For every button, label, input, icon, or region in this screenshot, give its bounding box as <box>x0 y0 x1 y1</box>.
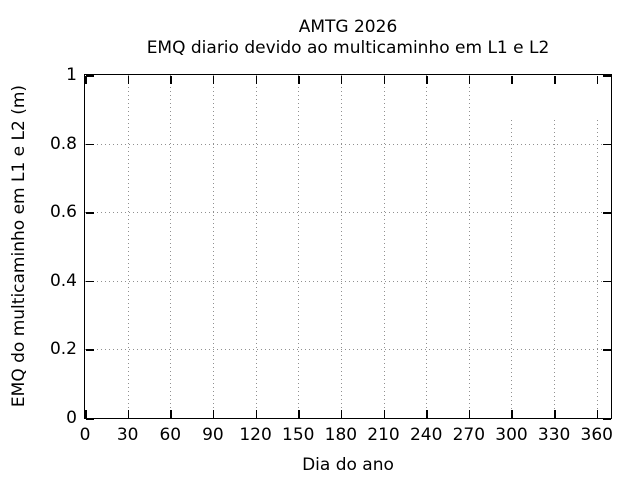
x-tick-mark-bottom <box>212 410 215 418</box>
x-tick-mark-bottom <box>426 410 428 418</box>
x-tick-mark-top <box>554 76 556 84</box>
y-tick-mark-right <box>603 418 611 420</box>
x-tick-mark-bottom <box>340 410 343 418</box>
x-tick-mark-bottom <box>596 410 599 418</box>
y-tick-mark-left <box>86 143 94 146</box>
x-tick-mark-bottom <box>511 410 513 418</box>
y-tick-label: 1 <box>66 65 77 85</box>
x-tick-label: 300 <box>495 425 528 445</box>
x-tick-mark-top <box>127 76 130 84</box>
x-tick-label: 270 <box>452 425 486 445</box>
x-tick-mark-bottom <box>298 410 300 418</box>
x-tick-mark-bottom <box>383 410 386 418</box>
x-gridline <box>170 75 172 418</box>
x-gridline <box>212 75 214 418</box>
x-gridline <box>426 75 428 418</box>
x-tick-label: 210 <box>367 425 400 445</box>
y-tick-label: 0.8 <box>49 133 77 154</box>
x-tick-label: 120 <box>239 425 272 445</box>
y-tick-mark-left <box>86 75 94 77</box>
x-tick-label: 60 <box>159 425 182 445</box>
x-gridline <box>340 75 342 418</box>
x-gridline <box>511 119 513 418</box>
x-tick-mark-top <box>426 76 428 84</box>
x-tick-mark-bottom <box>170 410 172 418</box>
x-tick-label: 330 <box>537 425 571 445</box>
y-tick-mark-left <box>86 349 94 351</box>
x-gridline <box>383 75 385 418</box>
x-gridline <box>554 119 556 418</box>
plot-area <box>84 74 612 419</box>
y-tick-mark-left <box>86 280 94 283</box>
chart-title: AMTG 2026 <box>298 17 398 37</box>
x-gridline <box>255 75 257 418</box>
y-tick-mark-left <box>86 212 94 214</box>
x-tick-mark-top <box>212 76 215 84</box>
y-tick-mark-right <box>603 280 611 283</box>
x-axis-label: Dia do ano <box>302 455 394 475</box>
x-tick-mark-bottom <box>127 410 130 418</box>
x-gridline <box>468 75 470 418</box>
x-tick-mark-top <box>85 76 87 84</box>
y-tick-mark-left <box>86 418 94 420</box>
x-tick-label: 180 <box>324 425 358 445</box>
y-tick-mark-right <box>603 143 611 146</box>
x-tick-label: 90 <box>202 425 224 445</box>
y-tick-label: 0 <box>66 408 77 428</box>
x-tick-mark-bottom <box>255 410 258 418</box>
x-tick-mark-top <box>468 76 471 84</box>
x-tick-mark-top <box>511 76 513 84</box>
x-gridline <box>127 75 129 418</box>
x-tick-label: 30 <box>116 425 139 445</box>
y-gridline <box>85 212 611 214</box>
x-tick-mark-bottom <box>468 410 471 418</box>
x-tick-mark-top <box>383 76 386 84</box>
x-tick-mark-bottom <box>85 410 87 418</box>
x-tick-mark-top <box>170 76 172 84</box>
y-tick-mark-right <box>603 75 611 77</box>
y-gridline <box>85 349 611 351</box>
x-tick-mark-top <box>255 76 258 84</box>
x-tick-mark-top <box>340 76 343 84</box>
y-tick-label: 0.2 <box>49 339 77 360</box>
x-tick-mark-bottom <box>554 410 556 418</box>
y-tick-label: 0.4 <box>49 270 77 291</box>
x-tick-mark-top <box>298 76 300 84</box>
x-tick-label: 150 <box>282 425 315 445</box>
x-gridline <box>596 119 598 418</box>
x-tick-label: 240 <box>409 425 443 445</box>
x-tick-mark-top <box>596 76 599 84</box>
chart-subtitle: EMQ diario devido ao multicaminho em L1 … <box>146 38 550 58</box>
y-gridline <box>85 280 611 282</box>
x-gridline <box>298 75 300 418</box>
y-gridline <box>85 143 611 145</box>
x-tick-label: 360 <box>580 425 613 445</box>
y-tick-mark-right <box>603 349 611 351</box>
y-tick-mark-right <box>603 212 611 214</box>
x-tick-label: 0 <box>79 425 91 445</box>
y-tick-label: 0.6 <box>49 202 77 223</box>
